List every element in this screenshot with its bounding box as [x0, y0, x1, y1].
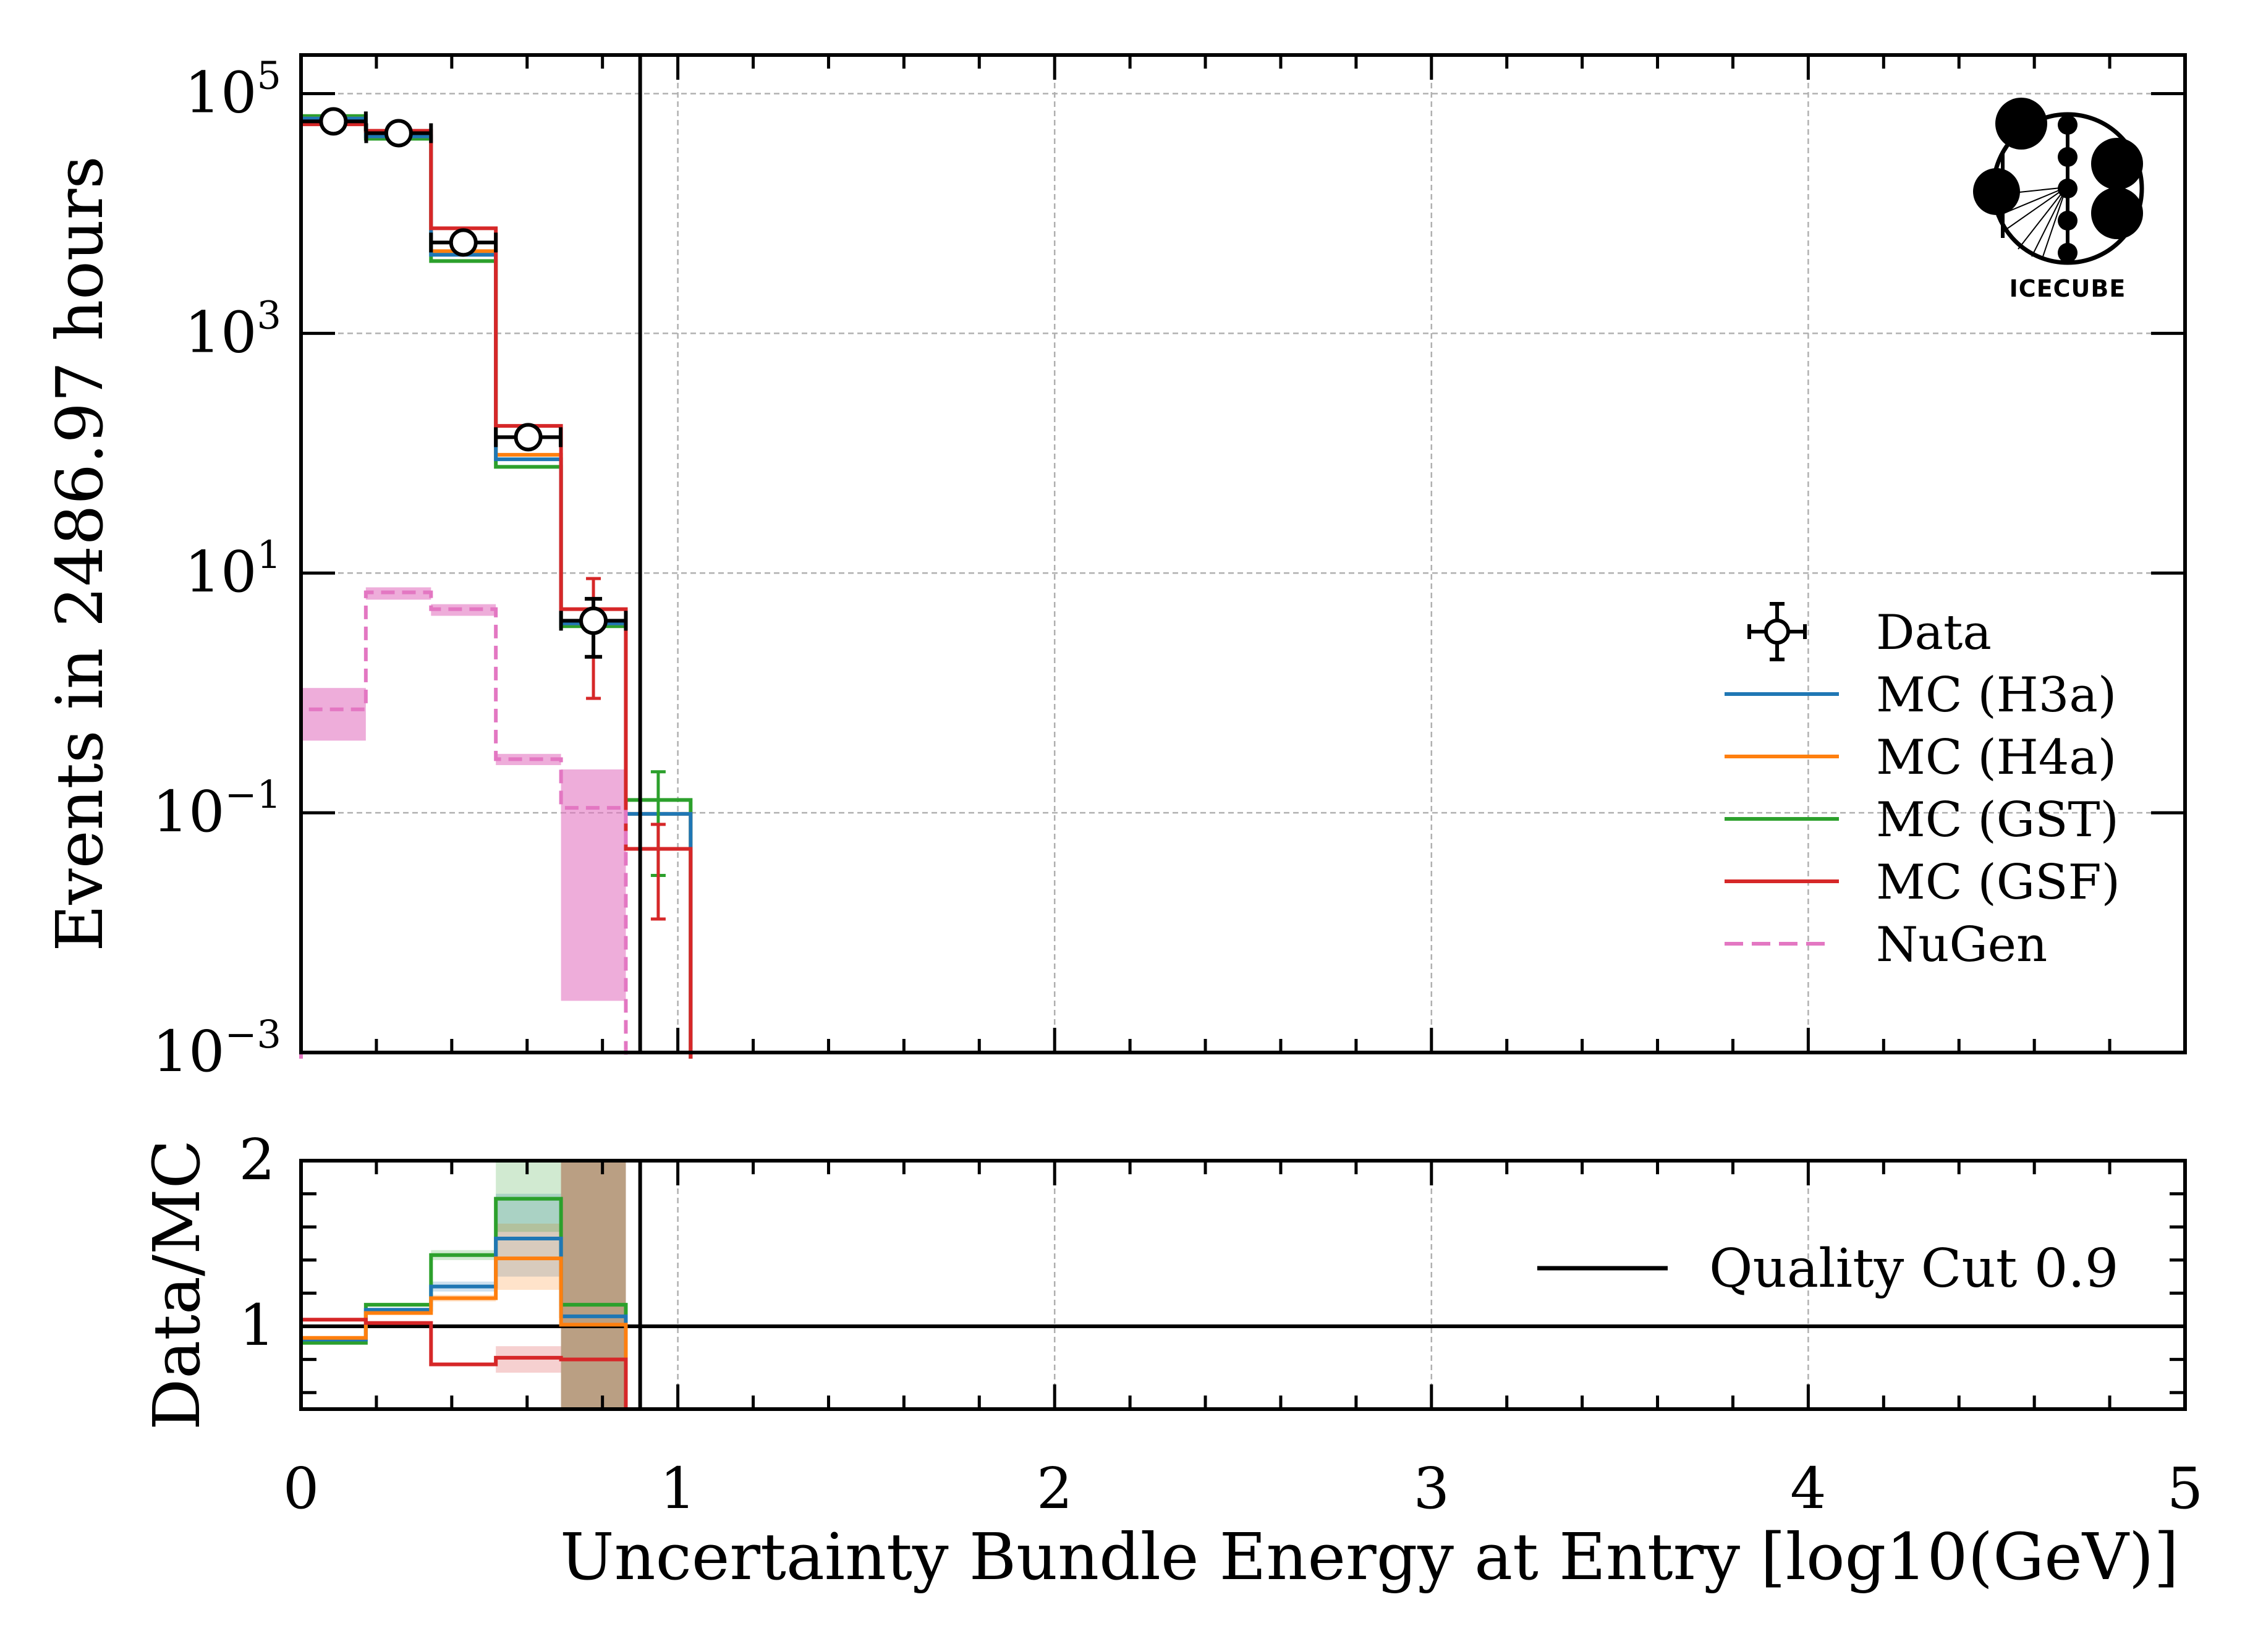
ratio-band	[561, 1161, 626, 1409]
legend-item: Data	[1747, 602, 1992, 661]
ratio-series-data-mc-gsf	[299, 1318, 628, 1409]
logo-dom	[1973, 168, 2020, 215]
logo-text: IceCube	[2010, 275, 2126, 302]
ratio-ticks	[301, 1159, 2185, 1409]
x-tick-label: 1	[660, 1455, 696, 1522]
ratio-series-data-mc-h4a	[299, 1256, 628, 1409]
legend-label: MC (GST)	[1876, 792, 2119, 848]
logo-dom	[2058, 211, 2078, 231]
data-point	[579, 606, 608, 635]
ratio-legend: Quality Cut 0.9	[1537, 1238, 2119, 1300]
legend-marker-point	[1764, 619, 1790, 645]
x-tick-label: 4	[1790, 1455, 1827, 1522]
logo-dom	[2058, 115, 2078, 135]
main-y-tick-labels: 105 103 101 10−1 10−3	[153, 53, 281, 1085]
main-grid	[301, 55, 2185, 1053]
data-point	[319, 107, 348, 136]
ratio-band	[496, 1193, 561, 1277]
legend-item: MC (H4a)	[1725, 730, 2116, 786]
main-frame	[299, 53, 2187, 1054]
y-tick-label: 105	[184, 53, 281, 125]
main-y-axis-title: Events in 2486.97 hours	[42, 156, 117, 952]
ratio-series-data-mc-gst	[299, 1197, 628, 1409]
ratio-y-axis-title: Data/MC	[139, 1140, 214, 1430]
y-tick-label: 10−1	[153, 772, 281, 845]
legend-item: MC (GSF)	[1725, 855, 2120, 910]
x-axis-title: Uncertainty Bundle Energy at Entry [log1…	[560, 1519, 2179, 1595]
logo-dom	[2058, 147, 2078, 167]
logo-dom	[2058, 243, 2078, 263]
series-nugen	[299, 590, 628, 1059]
logo-rays	[1996, 187, 2067, 261]
y-tick-label: 2	[239, 1127, 275, 1193]
legend-label: MC (H3a)	[1876, 667, 2116, 723]
icecube-logo: IceCube	[1973, 98, 2144, 302]
y-tick-label: 101	[184, 532, 281, 605]
nugen-band	[365, 587, 431, 600]
ratio-band	[561, 1161, 626, 1409]
ratio-frame	[299, 1159, 2187, 1411]
data-point	[449, 228, 478, 257]
nugen-band	[561, 769, 626, 1001]
main-panel: 105 103 101 10−1 10−3 Events in 2486.97 hour…	[42, 53, 2187, 1085]
legend-label: MC (GSF)	[1876, 855, 2120, 910]
y-tick-label: 103	[184, 292, 281, 365]
x-tick-labels: 0 1 2 3 4 5	[283, 1455, 2204, 1522]
legend-label: NuGen	[1876, 917, 2047, 973]
legend-item: MC (GST)	[1725, 792, 2119, 848]
x-tick-label: 5	[2167, 1455, 2204, 1522]
logo-dom	[2091, 138, 2143, 190]
nugen-band	[301, 688, 366, 741]
y-tick-label: 1	[239, 1292, 275, 1358]
logo-dom	[2091, 187, 2143, 239]
legend-label: Data	[1876, 605, 1992, 661]
nugen-band	[431, 604, 496, 616]
logo-dom	[1995, 98, 2047, 150]
data-point	[384, 119, 413, 148]
x-tick-label: 3	[1414, 1455, 1450, 1522]
x-tick-label: 2	[1037, 1455, 1073, 1522]
y-tick-label: 10−3	[153, 1012, 281, 1085]
legend-item: MC (H3a)	[1725, 667, 2116, 723]
ratio-band	[561, 1161, 626, 1409]
legend-item: NuGen	[1725, 917, 2047, 973]
ratio-legend-label: Quality Cut 0.9	[1709, 1238, 2119, 1300]
nugen-band	[496, 753, 561, 765]
main-legend: Data MC (H3a) MC (H4a) MC (GST) MC (GSF) NuGe…	[1725, 602, 2120, 973]
main-data-points	[299, 107, 628, 659]
ratio-grid	[677, 1161, 1809, 1409]
ratio-y-tick-labels: 21	[239, 1127, 275, 1358]
x-tick-label: 0	[283, 1455, 320, 1522]
legend-label: MC (H4a)	[1876, 730, 2116, 786]
ratio-series	[299, 1197, 2185, 1409]
data-point	[514, 423, 543, 452]
ratio-band	[561, 1161, 626, 1409]
